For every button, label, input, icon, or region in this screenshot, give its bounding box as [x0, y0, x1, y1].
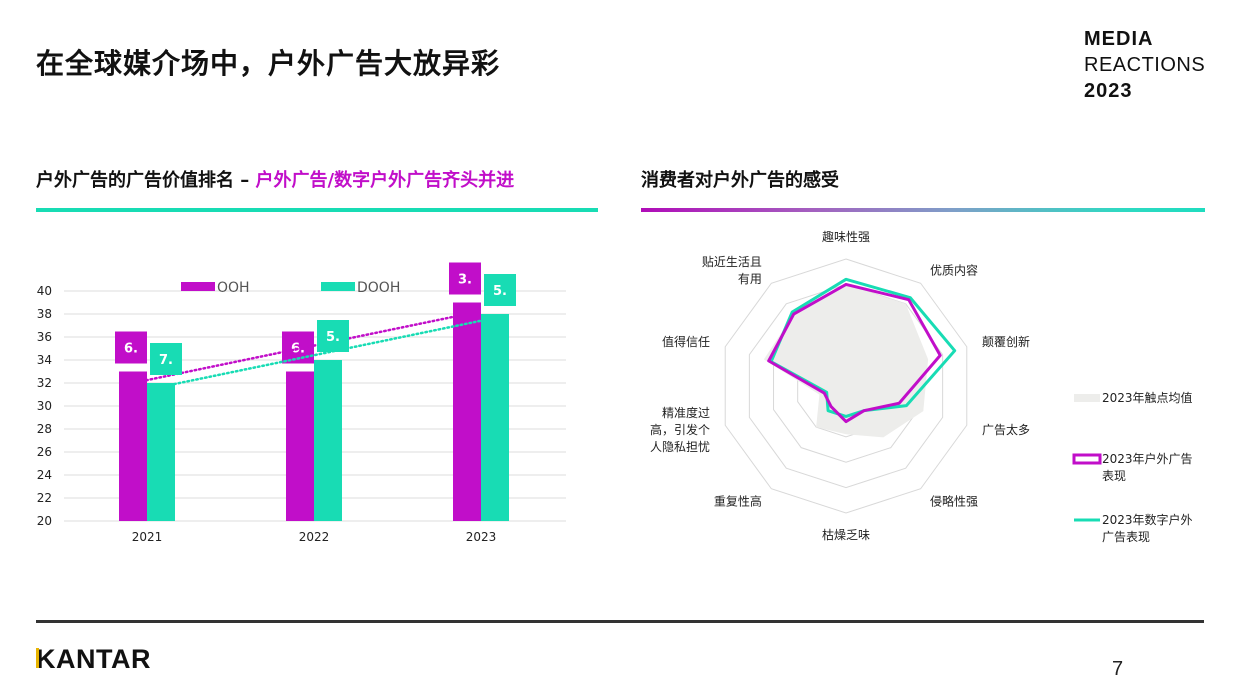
radar-series-1: [767, 282, 942, 424]
bar-chart: 20222426283032343638402021202220236.6.3.…: [37, 262, 566, 544]
bar-ooh: [453, 302, 481, 521]
y-tick-label: 38: [37, 307, 52, 321]
y-tick-label: 24: [37, 468, 52, 482]
radar-axis-label: 高，引发个: [650, 422, 710, 437]
radar-axis-label: 贴近生活且: [702, 255, 762, 269]
rank-badge-ooh: [449, 262, 481, 295]
bar-chart-title-prefix: 户外广告的广告价值排名 –: [36, 170, 256, 191]
radar-legend-label: 广告表现: [1102, 530, 1150, 544]
legend-label-ooh: OOH: [217, 280, 250, 296]
y-tick-label: 40: [37, 284, 52, 298]
bar-dooh: [314, 360, 342, 521]
radar-series-0: [763, 284, 929, 438]
page-number: 7: [1112, 658, 1124, 680]
kantar-logo-mark: [36, 648, 39, 668]
rank-badge-dooh: [150, 343, 182, 375]
y-tick-label: 34: [37, 353, 52, 367]
radar-axis-label: 颠覆创新: [982, 334, 1030, 349]
brand-line-3: 2023: [1084, 80, 1133, 102]
brand-line-2: REACTIONS: [1084, 54, 1206, 76]
left-section-rule: [36, 208, 598, 212]
bar-ooh: [119, 371, 147, 521]
y-tick-label: 32: [37, 376, 52, 390]
right-section-rule: [641, 208, 1205, 212]
kantar-logo: KANTAR: [36, 644, 151, 675]
bar-ooh: [286, 371, 314, 521]
x-tick-label: 2022: [299, 530, 330, 544]
media-reactions-logo: MEDIA REACTIONS 2023: [1084, 26, 1205, 104]
bar-dooh: [481, 314, 509, 521]
radar-axis-label: 重复性高: [714, 494, 762, 509]
rank-badge-label: 3.: [458, 273, 472, 288]
radar-axis-label: 枯燥乏味: [822, 527, 870, 542]
legend-swatch-ooh: [1072, 453, 1102, 465]
rank-badge-ooh: [115, 331, 147, 364]
x-tick-label: 2023: [466, 530, 497, 544]
y-tick-label: 26: [37, 445, 52, 459]
radar-axis-label: 广告太多: [982, 422, 1030, 437]
y-tick-label: 22: [37, 491, 52, 505]
radar-axis-label: 有用: [738, 272, 762, 286]
rank-badge-label: 5.: [493, 284, 507, 299]
trendline-dooh: [159, 316, 497, 389]
radar-axis-label: 人隐私担忧: [650, 440, 710, 454]
x-tick-label: 2021: [132, 530, 163, 544]
y-tick-label: 36: [37, 330, 52, 344]
legend-swatch-average: [1074, 394, 1100, 402]
legend-label-dooh: DOOH: [357, 280, 400, 296]
radar-axis-label: 优质内容: [930, 262, 978, 277]
radar-gridline: [724, 258, 968, 514]
legend-swatch-ooh: [181, 282, 215, 291]
trendline-ooh: [131, 312, 469, 385]
bar-chart-title: 户外广告的广告价值排名 – 户外广告/数字户外广告齐头并进: [36, 166, 514, 192]
bar-chart-title-highlight: 户外广告/数字户外广告齐头并进: [255, 170, 515, 191]
legend-swatch-dooh: [321, 282, 355, 291]
bar-dooh: [147, 383, 175, 521]
rank-badge-label: 6.: [124, 342, 138, 357]
radar-axis-label: 趣味性强: [822, 229, 870, 244]
footer-rule: [36, 620, 1204, 623]
radar-axis-label: 值得信任: [662, 334, 710, 349]
radar-legend-label: 2023年户外广告: [1102, 451, 1193, 466]
radar-axis-label: 精准度过: [662, 405, 710, 420]
brand-line-1: MEDIA: [1084, 28, 1154, 50]
y-tick-label: 20: [37, 514, 52, 528]
kantar-logo-text: KANTAR: [36, 644, 151, 674]
page-title: 在全球媒介场中，户外广告大放异彩: [36, 47, 501, 80]
radar-legend-label: 表现: [1102, 469, 1126, 483]
radar-axis-label: 侵略性强: [930, 494, 978, 509]
rank-badge-dooh: [317, 320, 349, 352]
y-tick-label: 30: [37, 399, 52, 413]
radar-legend-label: 2023年触点均值: [1102, 390, 1193, 405]
rank-badge-dooh: [484, 274, 516, 306]
rank-badge-label: 5.: [326, 330, 340, 345]
radar-chart-title: 消费者对户外广告的感受: [641, 170, 839, 191]
y-tick-label: 28: [37, 422, 52, 436]
radar-legend-label: 2023年数字户外: [1102, 512, 1193, 527]
rank-badge-label: 7.: [159, 353, 173, 368]
